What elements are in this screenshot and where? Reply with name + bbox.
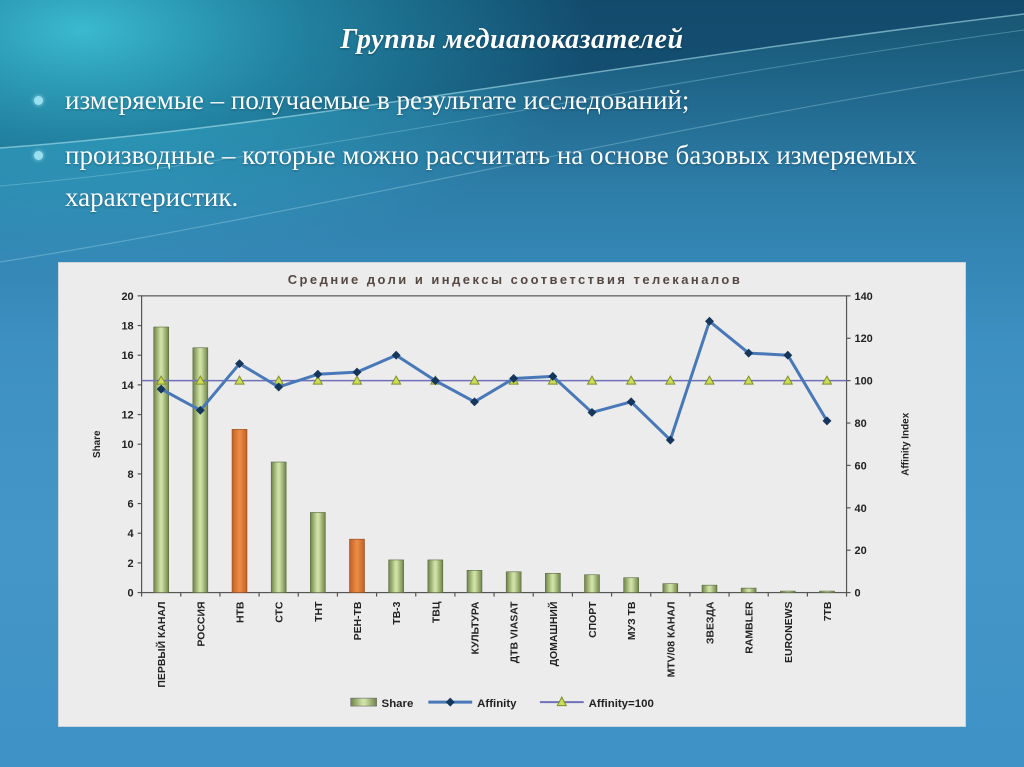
svg-text:ДТВ VIASAT: ДТВ VIASAT [510, 601, 521, 663]
svg-text:14: 14 [121, 380, 134, 392]
svg-text:СПОРТ: СПОРТ [588, 601, 599, 638]
svg-text:ПЕРВЫЙ КАНАЛ: ПЕРВЫЙ КАНАЛ [155, 602, 168, 688]
svg-text:СТС: СТС [275, 601, 286, 623]
bullet-list: измеряемые – получаемые в результате исс… [26, 80, 986, 219]
svg-text:20: 20 [121, 291, 133, 303]
svg-text:КУЛЬТУРА: КУЛЬТУРА [470, 601, 481, 654]
svg-text:Affinity=100: Affinity=100 [589, 698, 654, 710]
svg-text:MTV/08 КАНАЛ: MTV/08 КАНАЛ [666, 602, 677, 678]
svg-text:40: 40 [855, 503, 867, 515]
svg-text:7ТВ: 7ТВ [823, 601, 834, 621]
svg-text:EURONEWS: EURONEWS [784, 602, 795, 664]
svg-text:ЗВЕЗДА: ЗВЕЗДА [705, 601, 716, 644]
svg-text:16: 16 [121, 350, 133, 362]
bullet-text: измеряемые – получаемые в результате исс… [65, 85, 690, 115]
svg-text:Share: Share [92, 430, 103, 458]
svg-text:РОССИЯ: РОССИЯ [196, 602, 207, 647]
bullet-dot-icon [34, 96, 43, 105]
svg-text:80: 80 [855, 418, 867, 430]
svg-text:120: 120 [855, 333, 873, 345]
svg-text:ТВЦ: ТВЦ [431, 601, 442, 623]
svg-text:60: 60 [855, 460, 867, 472]
svg-text:6: 6 [128, 499, 134, 511]
svg-text:Affinity: Affinity [477, 698, 517, 710]
svg-text:20: 20 [855, 545, 867, 557]
svg-text:100: 100 [855, 376, 873, 388]
svg-text:RAMBLER: RAMBLER [745, 601, 756, 654]
bullet-text: производные – которые можно рассчитать н… [65, 139, 917, 212]
svg-text:МУЗ ТВ: МУЗ ТВ [627, 601, 638, 640]
svg-text:ТВ-3: ТВ-3 [392, 601, 403, 624]
svg-text:4: 4 [128, 528, 135, 540]
chart-panel: Средние доли и индексы соответствия теле… [58, 262, 966, 727]
svg-text:0: 0 [128, 588, 134, 600]
bullet-item: измеряемые – получаемые в результате исс… [26, 80, 986, 122]
svg-text:Share: Share [382, 698, 414, 710]
svg-text:18: 18 [121, 321, 133, 333]
svg-text:ДОМАШНИЙ: ДОМАШНИЙ [547, 602, 560, 667]
svg-text:8: 8 [128, 469, 134, 481]
svg-text:ТНТ: ТНТ [314, 601, 325, 622]
chart-legend: Share Affinity Affinity=100 [350, 696, 654, 710]
svg-text:140: 140 [855, 291, 873, 303]
svg-text:12: 12 [121, 410, 133, 422]
svg-text:Affinity Index: Affinity Index [900, 412, 911, 475]
svg-text:2: 2 [128, 558, 134, 570]
svg-text:НТВ: НТВ [235, 601, 246, 623]
svg-text:РЕН-ТВ: РЕН-ТВ [353, 601, 364, 640]
svg-text:10: 10 [121, 439, 133, 451]
svg-text:Средние доли и индексы соответ: Средние доли и индексы соответствия теле… [288, 272, 743, 287]
bullet-item: производные – которые можно рассчитать н… [26, 135, 986, 219]
slide-title: Группы медиапоказателей [340, 24, 684, 55]
media-chart-svg: Средние доли и индексы соответствия теле… [92, 272, 912, 710]
bullet-dot-icon [34, 150, 43, 160]
svg-text:0: 0 [855, 588, 861, 600]
